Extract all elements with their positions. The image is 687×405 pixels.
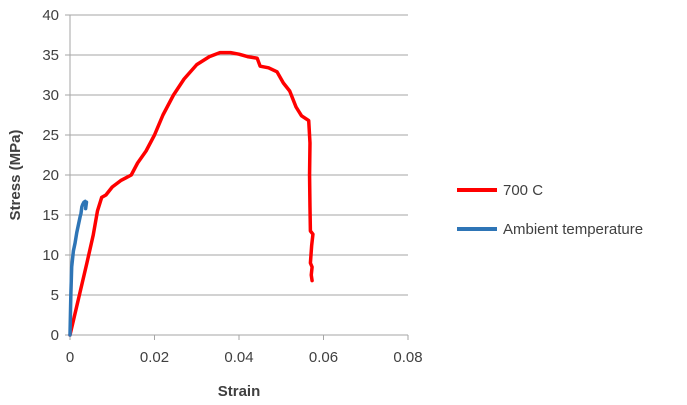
series-line-700c: [68, 50, 315, 337]
legend-label-ambient: Ambient temperature: [503, 221, 643, 238]
axes: [65, 14, 409, 340]
y-tick-label: 5: [51, 287, 59, 304]
x-tick-label: 0.06: [309, 349, 338, 366]
x-tick-label: 0.02: [140, 349, 169, 366]
tick-labels: 0 5 10 15 20 25 30 35 40 0 0.02 0.04 0.06 0.08: [42, 7, 422, 366]
y-tick-label: 10: [42, 247, 59, 264]
series-lines: [68, 50, 315, 337]
x-tick-label: 0.08: [393, 349, 422, 366]
y-tick-label: 0: [51, 327, 59, 344]
y-tick-label: 35: [42, 47, 59, 64]
x-tick-label: 0: [66, 349, 74, 366]
legend: 700 C Ambient temperature: [457, 182, 643, 238]
y-tick-label: 30: [42, 87, 59, 104]
y-tick-label: 25: [42, 127, 59, 144]
x-axis-title: Strain: [218, 383, 261, 400]
legend-label-700c: 700 C: [503, 182, 543, 199]
y-tick-label: 40: [42, 7, 59, 24]
gridlines: [70, 14, 408, 296]
series-line-ambient: [68, 199, 89, 337]
x-tick-label: 0.04: [224, 349, 253, 366]
y-tick-label: 20: [42, 167, 59, 184]
y-tick-label: 15: [42, 207, 59, 224]
y-axis-title: Stress (MPa): [7, 130, 24, 221]
